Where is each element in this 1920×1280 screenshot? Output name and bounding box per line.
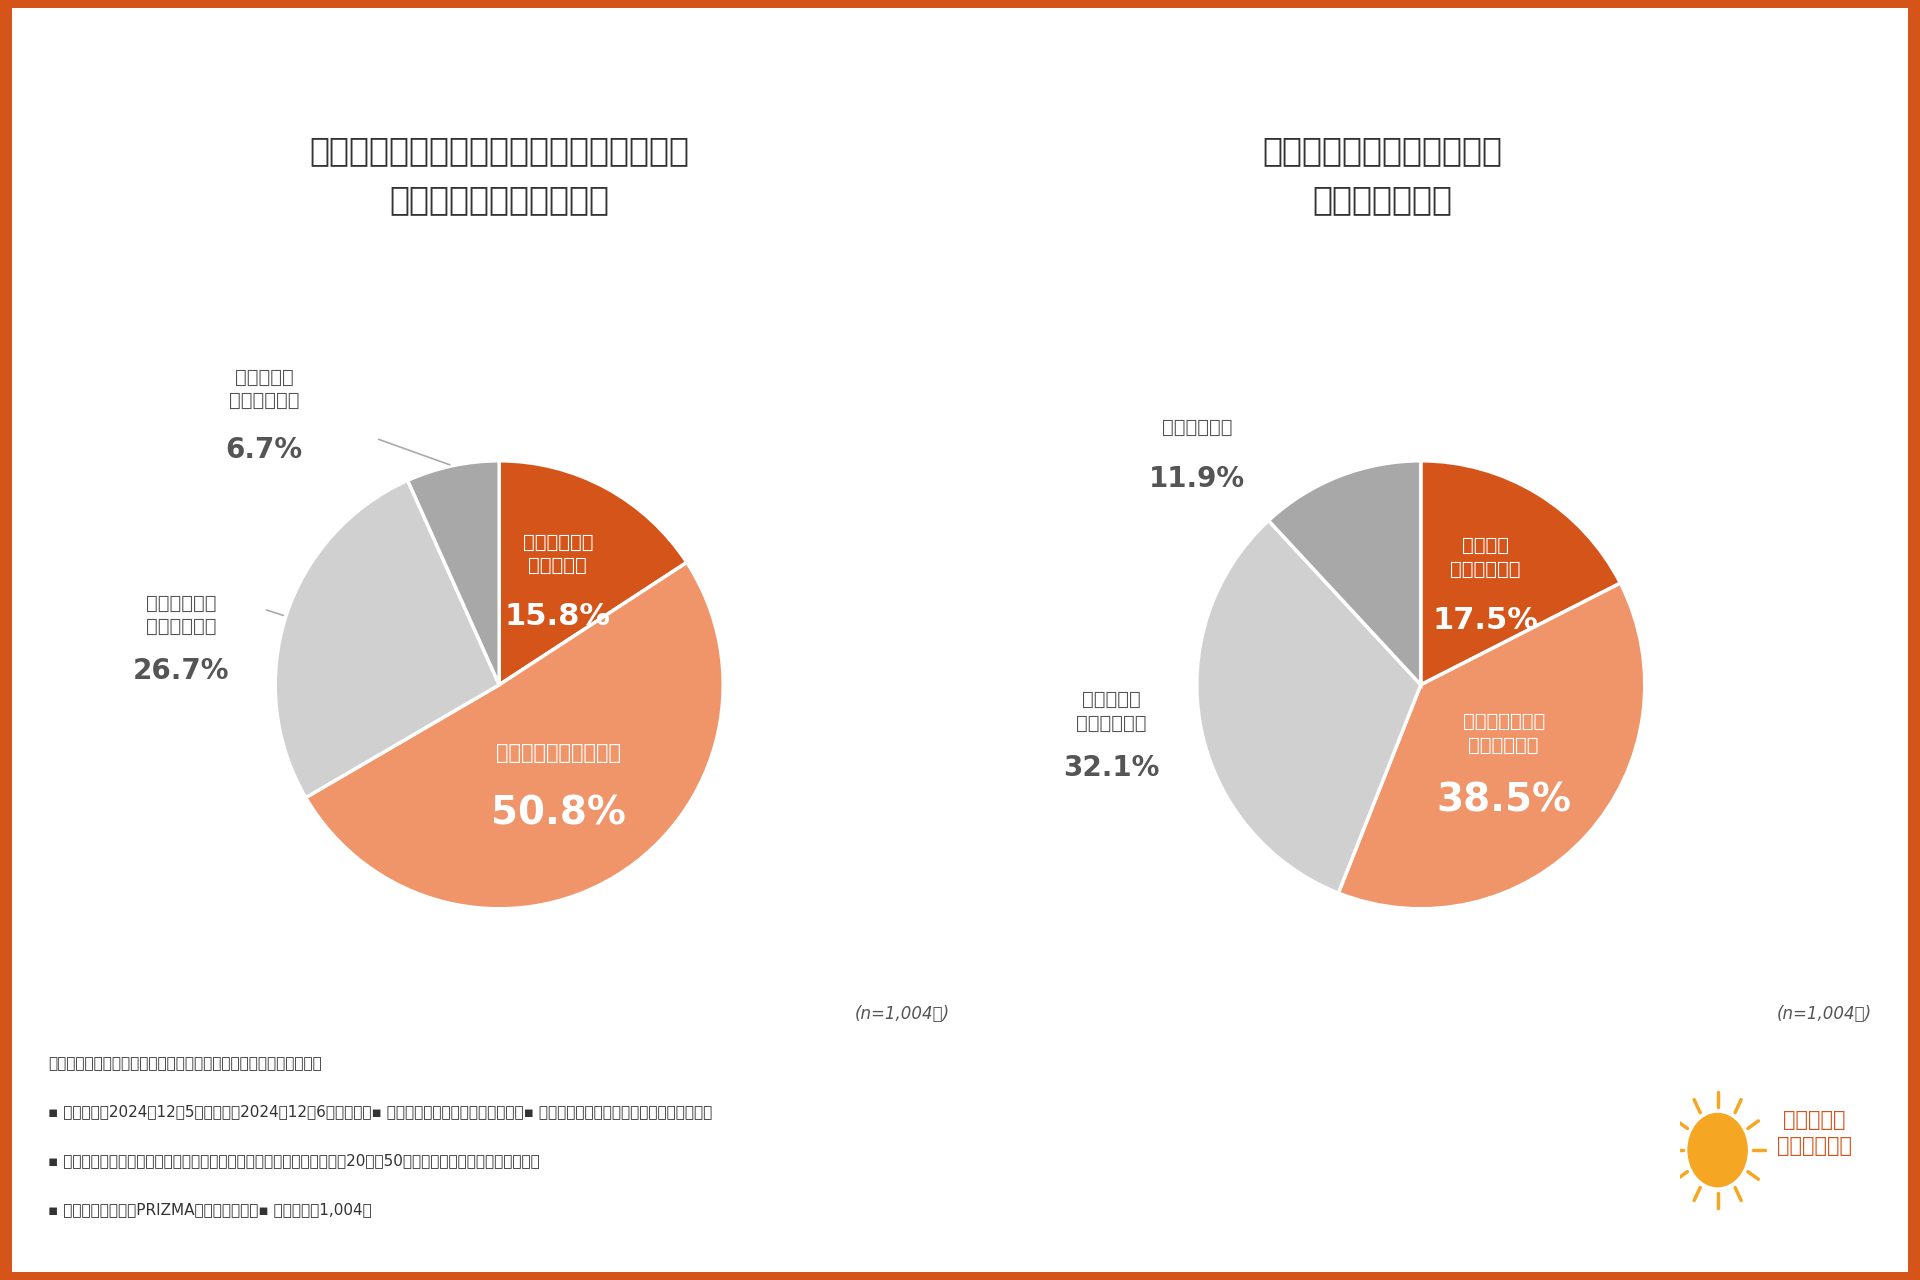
Text: 38.5%: 38.5% [1436, 782, 1571, 819]
Text: やや不安を感じている: やや不安を感じている [495, 744, 620, 763]
Text: 少人数のみ
感染があった: 少人数のみ 感染があった [1077, 690, 1146, 733]
Wedge shape [1196, 521, 1421, 893]
Bar [0, 0, 12, 1280]
Text: 全くなかった: 全くなかった [1162, 417, 1233, 436]
Text: 50.8%: 50.8% [492, 795, 626, 833]
Text: あまり不安を
感じていない: あまり不安を 感じていない [146, 594, 217, 636]
Bar [1908, 0, 1920, 1280]
Wedge shape [1338, 584, 1645, 909]
Text: 26.7%: 26.7% [132, 657, 228, 685]
Text: 非常に不安を
感じている: 非常に不安を 感じている [522, 532, 593, 575]
Text: ヒューマン
リライトケア: ヒューマン リライトケア [1776, 1110, 1853, 1156]
Text: 32.1%: 32.1% [1064, 754, 1160, 782]
Text: ▪ モニター提供元：PRIZMAリサーチ　　　▪ 調査人数：1,004人: ▪ モニター提供元：PRIZMAリサーチ ▪ 調査人数：1,004人 [48, 1202, 372, 1217]
Text: 普段の暮らしの中で子どもの感染症対策に
不安を感じていますか？: 普段の暮らしの中で子どもの感染症対策に 不安を感じていますか？ [309, 134, 689, 216]
Text: 一部のクラスで
拡大していた: 一部のクラスで 拡大していた [1463, 712, 1546, 754]
Text: 6.7%: 6.7% [225, 435, 303, 463]
Wedge shape [407, 461, 499, 685]
Wedge shape [499, 461, 687, 685]
Text: 全く不安を
感じていない: 全く不安を 感じていない [228, 367, 300, 411]
Wedge shape [1421, 461, 1620, 685]
Circle shape [1688, 1114, 1747, 1187]
Text: 11.9%: 11.9% [1148, 465, 1244, 493]
Bar [0, 1272, 1920, 1280]
Text: 15.8%: 15.8% [505, 603, 611, 631]
Bar [0, 0, 1920, 8]
Wedge shape [305, 562, 724, 909]
Wedge shape [275, 480, 499, 797]
Wedge shape [1269, 461, 1421, 685]
Text: ▪ 調査期間：2024年12月5日（木）～2024年12月6日（金）　▪ 調査方法：インターネット調査　▪ 調査元：株式会社ヒューマンリライトケア: ▪ 調査期間：2024年12月5日（木）～2024年12月6日（金） ▪ 調査方… [48, 1105, 712, 1120]
Text: (n=1,004人): (n=1,004人) [1776, 1005, 1872, 1023]
Text: ▪ 調査対象：調査回答時に保育園・幼稚園に通う子どもを持つ、全国の20代～50代男女であると回答したモニター: ▪ 調査対象：調査回答時に保育園・幼稚園に通う子どもを持つ、全国の20代～50代… [48, 1153, 540, 1169]
Text: 17.5%: 17.5% [1432, 605, 1538, 635]
Text: 園全体で
拡大していた: 園全体で 拡大していた [1450, 536, 1521, 579]
Text: 園での感染症の拡大などは
ありましたか？: 園での感染症の拡大などは ありましたか？ [1263, 134, 1501, 216]
Text: (n=1,004人): (n=1,004人) [854, 1005, 950, 1023]
Text: 《調査概要：保育園・幼稚園の健康管理方法に対する満足度調査》: 《調査概要：保育園・幼稚園の健康管理方法に対する満足度調査》 [48, 1056, 323, 1071]
